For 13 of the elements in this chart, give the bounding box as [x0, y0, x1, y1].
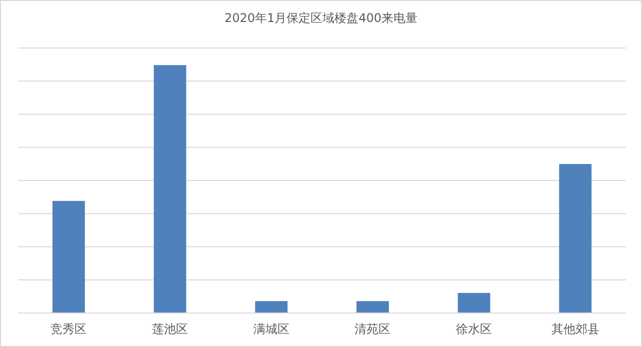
bar: [356, 301, 389, 313]
x-tick-label: 满城区: [253, 322, 290, 336]
bar: [458, 292, 490, 313]
bar: [154, 65, 186, 313]
x-tick-label: 莲池区: [152, 322, 188, 336]
x-tick-label: 清苑区: [354, 322, 391, 336]
bar: [255, 301, 288, 313]
x-tick-label: 徐水区: [456, 322, 492, 336]
chart-title: 2020年1月保定区域楼盘400来电量: [224, 11, 418, 25]
x-tick-label: 竞秀区: [50, 322, 87, 336]
x-tick-label: 其他郊县: [551, 322, 600, 336]
bar: [559, 164, 592, 313]
bar: [52, 200, 85, 313]
